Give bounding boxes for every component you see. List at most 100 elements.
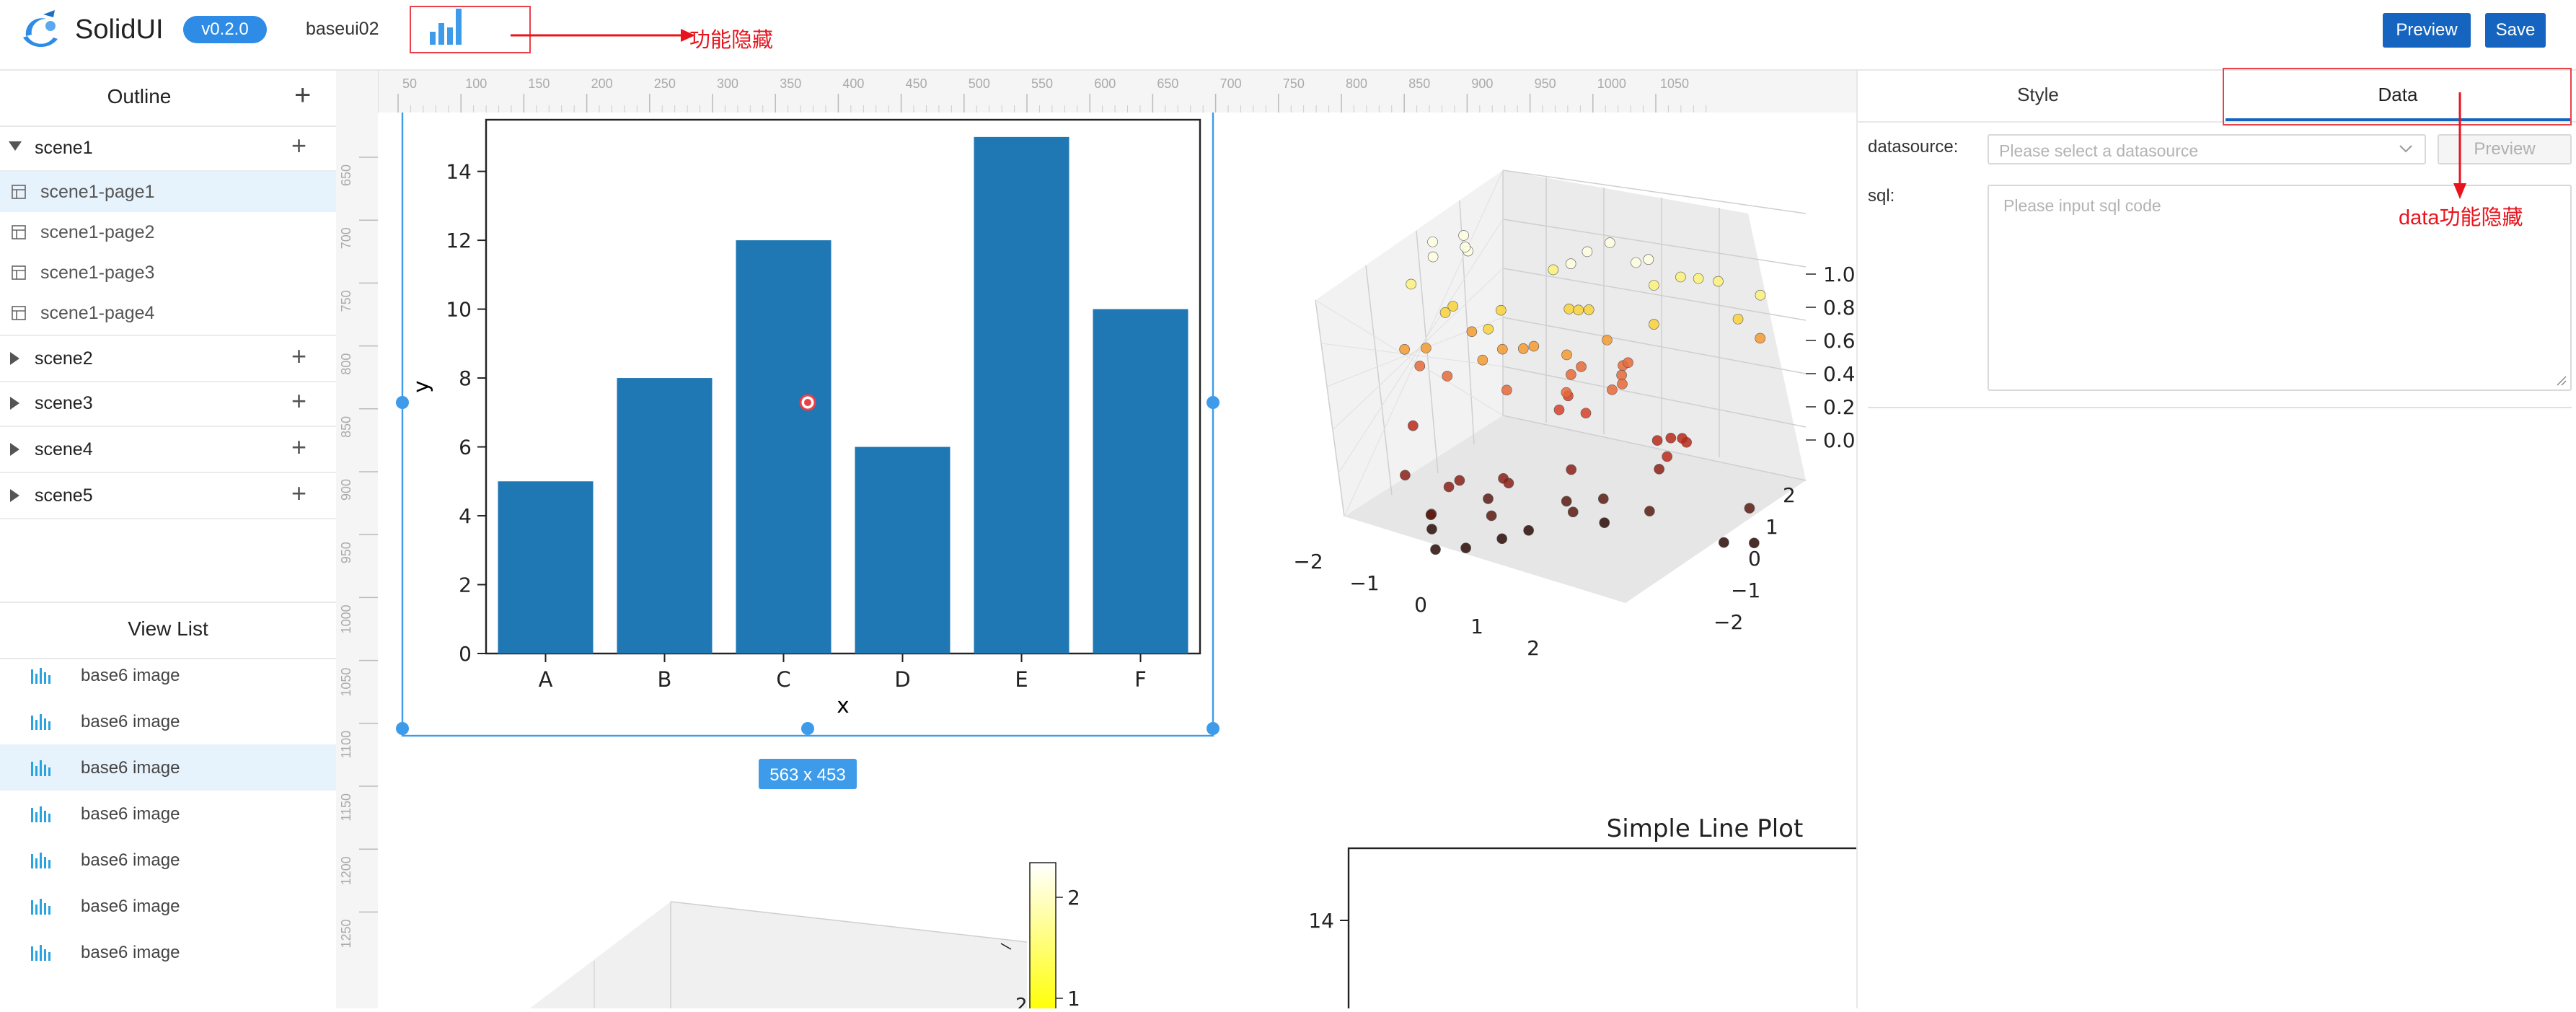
z-tick-label: 0.2: [1823, 395, 1856, 419]
add-page-icon[interactable]: +: [291, 432, 307, 462]
view-list-label: base6 image: [81, 943, 180, 962]
page-label: scene1-page1: [40, 182, 155, 202]
bar-y-tick-label: 4: [459, 504, 472, 528]
editor-canvas[interactable]: 0 2 4 6 8 10 12 14 A B C D E F x y 563 x 453 0.0 0.2 0.…: [378, 113, 1856, 1008]
page-item[interactable]: scene1-page3: [0, 252, 336, 293]
scatter-point: [1426, 524, 1437, 534]
scatter-point: [1616, 369, 1627, 381]
ruler-tick-label: 50: [402, 76, 417, 91]
bar-y-tick-label: 14: [446, 160, 472, 184]
bar-chart-icon: [31, 714, 50, 730]
app-name: SolidUI: [75, 14, 164, 45]
ruler-tick-label: 700: [339, 227, 353, 249]
version-badge: v0.2.0: [183, 16, 267, 43]
scatter-point: [1458, 230, 1469, 241]
view-list-item[interactable]: base6 image: [0, 652, 336, 698]
scene-row[interactable]: scene5 +: [0, 473, 336, 519]
ruler-tick-label: 850: [339, 416, 353, 438]
scatter-point: [1517, 343, 1529, 354]
resize-handle[interactable]: [801, 722, 814, 735]
tab-divider: [1858, 121, 2576, 123]
scatter-point: [1439, 307, 1451, 318]
scatter-point: [1561, 387, 1572, 398]
scatter-3d-chart-bottom[interactable]: 2 2 1: [522, 862, 1080, 1008]
scatter-point: [1421, 343, 1432, 353]
page-icon: [12, 265, 26, 280]
caret-right-icon[interactable]: [10, 397, 19, 410]
chevron-down-icon: [2399, 145, 2412, 153]
bar-y-tick-label: 2: [459, 573, 472, 597]
bar-x-tick-label: C: [776, 667, 790, 692]
y-tick-label: 2: [1783, 483, 1796, 507]
ruler-tick-label: 950: [339, 542, 353, 563]
ruler-tick-label: 800: [339, 353, 353, 375]
scene-row[interactable]: scene1 +: [0, 126, 336, 172]
z-tick-label: 0.0: [1823, 428, 1856, 452]
bar-chart[interactable]: 0 2 4 6 8 10 12 14 A B C D E F: [446, 136, 1188, 692]
scene-row[interactable]: scene4 +: [0, 427, 336, 473]
bar-x-tick-label: F: [1134, 667, 1147, 692]
page-item[interactable]: scene1-page4: [0, 293, 336, 333]
scatter-point: [1732, 314, 1744, 325]
line-chart[interactable]: Simple Line Plot 14: [1308, 814, 1856, 1008]
view-list-item[interactable]: base6 image: [0, 929, 336, 975]
sql-textarea[interactable]: Please input sql code: [1988, 185, 2572, 391]
scatter-point: [1623, 357, 1633, 369]
bar: [617, 378, 713, 654]
save-button[interactable]: Save: [2485, 13, 2546, 48]
scatter-point: [1497, 343, 1508, 355]
resize-handle[interactable]: [1207, 722, 1219, 735]
view-list-item[interactable]: base6 image: [0, 698, 336, 744]
view-list-label: base6 image: [81, 758, 180, 778]
scene-row[interactable]: scene2 +: [0, 335, 336, 382]
view-list-item[interactable]: base6 image: [0, 837, 336, 883]
scene-row[interactable]: scene3 +: [0, 381, 336, 427]
view-list-item[interactable]: base6 image: [0, 744, 336, 791]
scatter-point: [1443, 481, 1455, 493]
resize-grip-icon[interactable]: [2556, 375, 2567, 387]
scatter-point: [1583, 304, 1594, 315]
page-icon: [12, 185, 26, 199]
scatter-point: [1414, 361, 1426, 371]
page-item[interactable]: scene1-page2: [0, 212, 336, 252]
add-page-icon[interactable]: +: [291, 386, 307, 415]
add-scene-icon[interactable]: +: [294, 79, 312, 111]
resize-handle[interactable]: [396, 722, 409, 735]
add-page-icon[interactable]: +: [291, 478, 307, 508]
tab-style[interactable]: Style: [2017, 84, 2059, 105]
scatter-point: [1599, 517, 1610, 528]
caret-right-icon[interactable]: [10, 489, 19, 502]
scatter-point: [1602, 335, 1613, 346]
tab-data[interactable]: Data: [2378, 84, 2418, 105]
caret-right-icon[interactable]: [10, 443, 19, 456]
page-item[interactable]: scene1-page1: [0, 172, 336, 212]
scatter-point: [1643, 254, 1654, 265]
bar-chart-icon: [31, 760, 50, 776]
ruler-tick-label: 600: [1094, 76, 1116, 91]
view-list-item[interactable]: base6 image: [0, 791, 336, 837]
grid-line: [1502, 219, 1807, 268]
bar-chart-icon: [31, 806, 50, 822]
resize-handle[interactable]: [396, 396, 409, 409]
view-list-label: base6 image: [81, 666, 180, 685]
add-page-icon[interactable]: +: [291, 131, 307, 160]
view-list-item[interactable]: base6 image: [0, 883, 336, 929]
top-bar: SolidUI v0.2.0 baseui02 功能隐藏 Preview Sav…: [0, 0, 2576, 71]
preview-button[interactable]: Preview: [2383, 13, 2471, 48]
line-chart-title: Simple Line Plot: [1607, 814, 1804, 843]
caret-right-icon[interactable]: [10, 352, 19, 365]
scatter-point: [1466, 326, 1478, 338]
caret-down-icon[interactable]: [9, 141, 22, 151]
ruler-tick-label: 1250: [339, 919, 353, 948]
scatter-point: [1566, 464, 1577, 475]
bar-chart-icon[interactable]: [424, 6, 469, 48]
add-page-icon[interactable]: +: [291, 341, 307, 371]
datasource-select[interactable]: Please select a datasource: [1988, 134, 2426, 164]
scatter-point: [1665, 432, 1677, 444]
scatter-point: [1605, 237, 1615, 248]
datasource-placeholder: Please select a datasource: [1999, 141, 2199, 160]
resize-handle[interactable]: [1207, 396, 1219, 409]
scatter-point: [1460, 542, 1471, 553]
scatter-point: [1573, 304, 1584, 316]
